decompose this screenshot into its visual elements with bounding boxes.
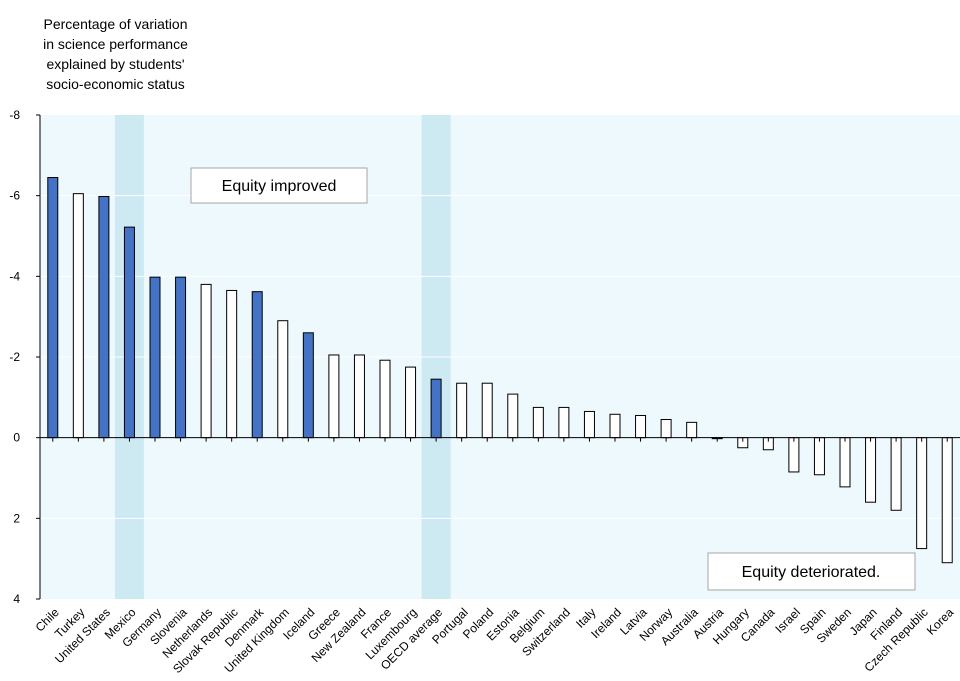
y-tick-label: -4 (9, 269, 20, 283)
bar (149, 276, 161, 439)
y-tick-label: 4 (13, 592, 20, 606)
bar (890, 437, 902, 511)
y-axis-ticks: -8 -6 -4 -2 0 2 4 (9, 108, 40, 606)
bar (123, 226, 135, 439)
y-axis-title: Percentage of variation in science perfo… (8, 14, 223, 94)
bar (456, 382, 468, 439)
bar (302, 332, 314, 439)
annotation-text: Equity improved (222, 178, 337, 195)
bar (379, 359, 391, 439)
bar (609, 413, 621, 439)
annotation-equity-deteriorated: Equity deteriorated. (707, 552, 916, 591)
x-tick-label: Korea (924, 605, 957, 638)
annotation-box (190, 167, 368, 204)
y-tick-label: 2 (13, 511, 20, 525)
y-tick-label: 0 (13, 431, 20, 445)
bar (686, 421, 698, 439)
bar (660, 419, 672, 439)
bar (558, 406, 570, 439)
bar (175, 276, 187, 439)
y-axis-title-line: Percentage of variation (43, 16, 188, 32)
bar (72, 193, 84, 439)
y-tick-label: -2 (9, 350, 20, 364)
bar (47, 177, 59, 439)
bar (226, 289, 238, 439)
annotation-text: Equity deteriorated. (742, 564, 881, 581)
bar (507, 393, 519, 439)
y-axis-title-line: socio-economic status (46, 76, 185, 92)
bar (430, 378, 442, 439)
bar (328, 354, 340, 439)
bar (200, 283, 212, 439)
bar (813, 437, 825, 476)
bar (481, 382, 493, 439)
bar (941, 437, 953, 564)
bar (277, 320, 289, 439)
annotation-equity-improved: Equity improved (190, 167, 368, 204)
bar (839, 437, 851, 488)
y-axis-title-line: in science performance (43, 36, 188, 52)
bar (98, 195, 110, 439)
y-tick-label: -8 (9, 108, 20, 122)
bar (353, 354, 365, 439)
bar (865, 437, 877, 503)
bar (635, 414, 647, 439)
bar (405, 366, 417, 439)
y-axis-title-line: explained by students' (46, 56, 185, 72)
bar (251, 291, 263, 439)
bar (916, 437, 928, 550)
x-tick-label: Israel (772, 605, 803, 636)
bar (583, 410, 595, 439)
bar (532, 406, 544, 439)
y-tick-label: -6 (9, 189, 20, 203)
annotation-box (707, 552, 916, 591)
bar (788, 437, 800, 473)
